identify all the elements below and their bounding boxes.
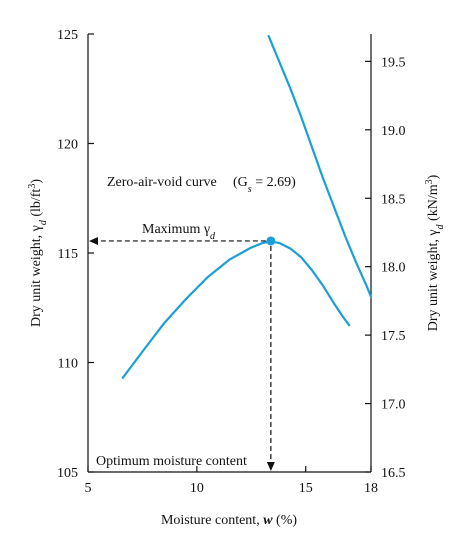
max-arrowhead (89, 236, 98, 245)
x-tick-label: 18 (364, 481, 378, 496)
x-tick-label: 10 (190, 481, 204, 496)
y-left-tick-label: 125 (57, 28, 78, 43)
y-right-tick-label: 19.0 (381, 124, 406, 139)
y-axis-title-left: Dry unit weight, γd (lb/ft3) (27, 179, 49, 327)
zav-gs-label: (Gs = 2.69) (233, 175, 296, 195)
compaction-curve (121, 240, 351, 379)
y-left-tick-label: 120 (57, 138, 78, 153)
y-right-tick-label: 18.0 (381, 261, 406, 276)
annotations-group: Zero-air-void curve (Gs = 2.69) Maximum γd… (89, 175, 296, 471)
omc-arrowhead (266, 462, 275, 471)
maximum-point (266, 236, 276, 246)
y-right-tick-label: 19.5 (381, 55, 406, 70)
y-right-tick-label: 18.5 (381, 192, 406, 207)
x-tick-label: 15 (299, 481, 313, 496)
y-left-tick-label: 115 (58, 247, 78, 262)
y-left-tick-label: 110 (58, 357, 78, 372)
zav-label: Zero-air-void curve (107, 175, 217, 190)
zav-curve (267, 35, 373, 298)
y-right-tick-label: 17.5 (381, 329, 406, 344)
axes-group (87, 34, 372, 473)
y-left-tick-label: 105 (57, 466, 78, 481)
ticks-group: 5 10 15 18 105 110 115 120 125 16.5 17.0 17.5 18.0 18… (57, 28, 406, 496)
omc-label: Optimum moisture content (96, 454, 247, 469)
y-right-tick-label: 16.5 (381, 466, 406, 481)
x-axis-title: Moisture content, w (%) (161, 513, 297, 528)
x-tick-label: 5 (85, 481, 92, 496)
curves-group (121, 35, 373, 379)
max-label: Maximum γd (142, 222, 216, 242)
y-axis-title-right: Dry unit weight, γd (kN/m3) (424, 174, 446, 331)
y-right-tick-label: 17.0 (381, 398, 406, 413)
